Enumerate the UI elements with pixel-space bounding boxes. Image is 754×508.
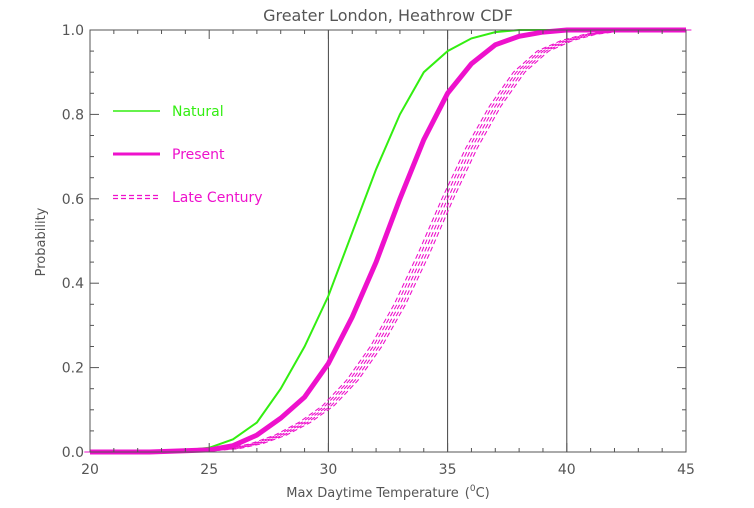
legend-present-label: Present [172,147,225,163]
series-late-century-line-5 [95,29,692,453]
series-late-century-line-2 [87,29,684,453]
x-tick-label: 40 [558,462,576,478]
series-late-century-line-3 [90,29,686,453]
x-tick-label: 30 [319,462,337,478]
x-tick-label: 20 [81,462,99,478]
legend-natural-label: Natural [172,104,224,120]
series-present-line [90,27,686,455]
plot-area: 20 25 30 35 40 45 0.0 0.2 0.4 0.6 0.8 1.0 [62,23,695,478]
x-tick-label: 25 [200,462,218,478]
y-tick-label: 1.0 [62,23,84,39]
legend: Natural Present Late Century [113,104,263,206]
series-late-century-line-4 [92,29,689,453]
chart-title: Greater London, Heathrow CDF [263,6,513,25]
y-tick-label: 0.6 [62,192,84,208]
series-late-century-line-1 [84,29,681,453]
x-tick-label: 45 [677,462,695,478]
series-natural-line [90,29,686,453]
plot-frame [89,29,687,453]
x-tick-label: 35 [439,462,457,478]
legend-late-century-label: Late Century [172,190,263,206]
y-tick-label: 0.0 [62,445,84,461]
x-axis-label: Max Daytime Temperature (0C) [286,484,490,501]
y-axis-label: Probability [34,207,49,276]
y-tick-label: 0.4 [62,276,84,292]
y-tick-label: 0.2 [62,361,84,377]
y-tick-label: 0.8 [62,107,84,123]
